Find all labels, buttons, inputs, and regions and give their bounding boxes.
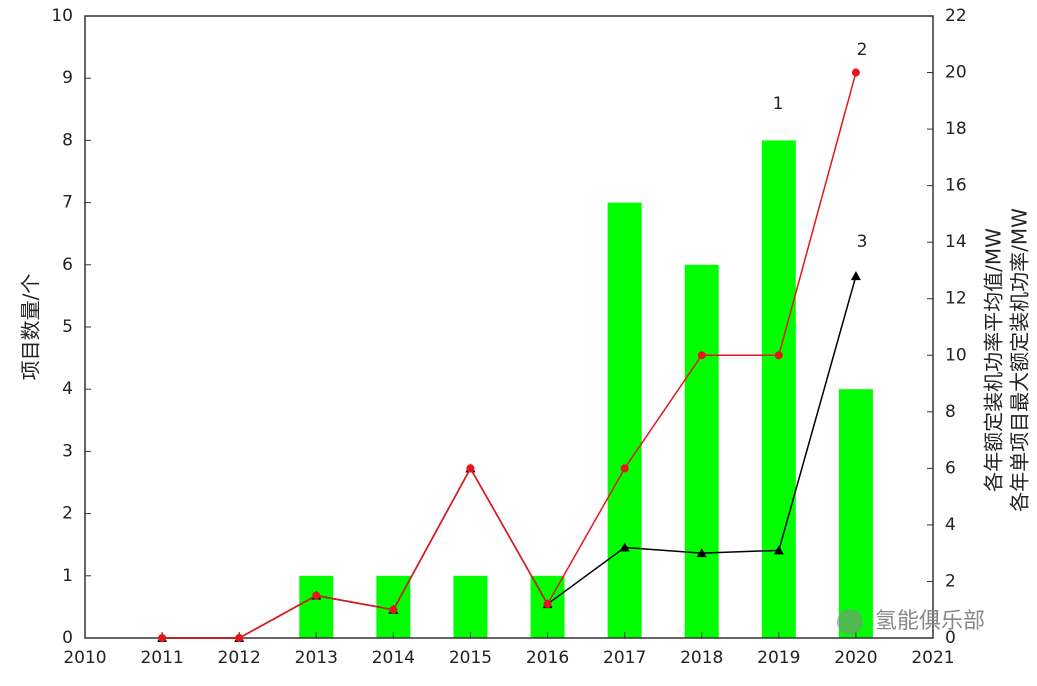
- bar: [684, 264, 719, 638]
- x-tick-label: 2010: [63, 648, 106, 668]
- line: [162, 72, 857, 639]
- y-tick-label: 8: [62, 130, 73, 150]
- annotation: 3: [857, 232, 868, 252]
- marker: [158, 634, 167, 642]
- y-tick-label: 6: [62, 255, 73, 275]
- y-tick-label: 2: [62, 504, 73, 524]
- y2-tick-label: 18: [945, 119, 967, 139]
- y2-tick-label: 10: [945, 345, 967, 365]
- x-tick-label: 2016: [526, 648, 569, 668]
- x-tick-label: 2018: [680, 648, 723, 668]
- y-tick-label: 5: [62, 317, 73, 337]
- bar: [761, 140, 796, 638]
- x-tick-label: 2015: [449, 648, 492, 668]
- x-tick-label: 2013: [295, 648, 338, 668]
- y2-tick-label: 4: [945, 515, 956, 535]
- bar: [453, 575, 488, 638]
- x-tick-label: 2011: [140, 648, 183, 668]
- marker: [235, 634, 244, 642]
- y-axis-label: 项目数量/个: [19, 274, 43, 381]
- y2-tick-label: 8: [945, 402, 956, 422]
- annotation: 2: [857, 40, 868, 60]
- bar: [838, 389, 873, 638]
- marker: [773, 545, 784, 555]
- x-tick-label: 2021: [911, 648, 954, 668]
- x-tick-label: 2020: [834, 648, 877, 668]
- watermark: 氢能俱乐部: [875, 609, 985, 634]
- annotation: 1: [773, 94, 784, 114]
- y2-tick-label: 6: [945, 458, 956, 478]
- y-tick-label: 3: [62, 441, 73, 461]
- marker: [620, 464, 629, 473]
- marker: [466, 464, 475, 473]
- marker: [851, 68, 860, 77]
- y-tick-label: 1: [62, 566, 73, 586]
- y2-axis-label: 各年额定装机功率平均值/MW: [982, 228, 1006, 492]
- y2-tick-label: 0: [945, 628, 956, 648]
- y-tick-label: 0: [62, 628, 73, 648]
- y2-tick-label: 2: [945, 571, 956, 591]
- y-tick-label: 7: [62, 193, 73, 213]
- y2-tick-label: 12: [945, 289, 967, 309]
- bar: [299, 575, 334, 638]
- marker: [774, 351, 783, 360]
- y2-tick-label: 20: [945, 63, 967, 83]
- x-tick-label: 2019: [757, 648, 800, 668]
- x-tick-label: 2017: [603, 648, 646, 668]
- marker: [543, 600, 552, 609]
- marker: [850, 271, 861, 281]
- marker: [619, 542, 630, 552]
- marker: [697, 351, 706, 360]
- y2-tick-label: 22: [945, 6, 967, 26]
- y2-tick-label: 16: [945, 176, 967, 196]
- x-tick-label: 2012: [218, 648, 261, 668]
- bar: [607, 202, 642, 638]
- y-tick-label: 4: [62, 379, 73, 399]
- y-tick-label: 10: [51, 6, 73, 26]
- y2-tick-label: 14: [945, 232, 967, 252]
- marker: [312, 591, 321, 600]
- y-tick-label: 9: [62, 68, 73, 88]
- y2-axis-label: 各年单项目最大额定装机功率/MW: [1008, 208, 1032, 512]
- marker: [696, 548, 707, 558]
- watermark-icon: [837, 609, 863, 635]
- marker: [389, 605, 398, 614]
- x-tick-label: 2014: [372, 648, 415, 668]
